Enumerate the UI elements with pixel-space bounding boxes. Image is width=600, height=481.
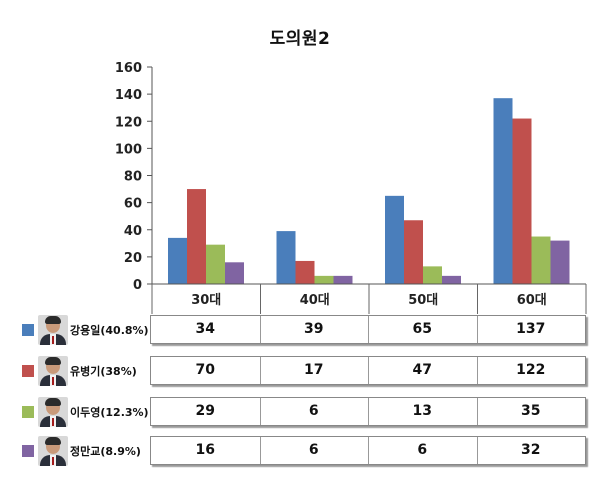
bar — [512, 118, 532, 284]
value-row: 29 6 13 35 — [150, 397, 586, 426]
cell-divider — [259, 316, 261, 343]
data-value: 13 — [412, 403, 432, 419]
cell-divider — [259, 437, 261, 464]
cell-divider — [368, 437, 369, 464]
bar — [333, 275, 353, 284]
y-tick-label: 160 — [115, 61, 142, 76]
bar — [168, 237, 187, 284]
data-value: 70 — [195, 362, 215, 378]
cell-divider — [476, 357, 478, 384]
bar — [187, 189, 206, 284]
data-value: 137 — [516, 321, 546, 337]
candidate-photo — [38, 356, 68, 386]
bar — [442, 275, 461, 284]
x-tick-label: 40대 — [300, 293, 330, 308]
cell-divider — [368, 316, 369, 343]
table-row: 이두영(12.3%) 29 6 13 35 — [0, 397, 600, 427]
y-axis: 0 20 40 60 80 100 120 140 160 — [115, 61, 153, 293]
data-value: 32 — [521, 442, 541, 458]
bar — [276, 231, 296, 284]
bar-chart: 0 20 40 60 80 100 120 140 160 30대 40대 50대 60대 — [115, 61, 587, 314]
candidate-photo — [38, 436, 68, 466]
data-value: 29 — [195, 403, 215, 419]
series-name: 이두영(12.3%) — [70, 406, 149, 419]
data-value: 122 — [516, 362, 546, 378]
data-value: 65 — [412, 321, 432, 337]
bar — [404, 220, 423, 284]
data-value: 6 — [308, 403, 319, 419]
cell-divider — [476, 437, 478, 464]
value-row: 70 17 47 122 — [150, 356, 586, 385]
data-value: 39 — [304, 321, 324, 337]
bar — [550, 240, 570, 284]
data-value: 6 — [417, 442, 428, 458]
x-tick-label: 60대 — [517, 293, 547, 308]
y-tick-label: 40 — [124, 224, 142, 239]
bars — [168, 98, 570, 284]
series-name: 정만교(8.9%) — [70, 445, 141, 458]
table-row: 정만교(8.9%) 16 6 6 32 — [0, 436, 600, 466]
cell-divider — [476, 398, 478, 425]
candidate-photo — [38, 397, 68, 427]
bar — [314, 275, 334, 284]
legend-swatch — [22, 324, 34, 336]
chart-title: 도의원2 — [269, 29, 331, 49]
data-value: 34 — [195, 321, 215, 337]
legend-swatch — [22, 406, 34, 418]
bar — [531, 236, 551, 284]
bar — [423, 266, 442, 284]
bar — [493, 98, 513, 284]
bar — [225, 262, 244, 284]
cell-divider — [368, 357, 369, 384]
y-tick-label: 80 — [124, 170, 142, 185]
bar — [295, 260, 315, 284]
legend-swatch — [22, 365, 34, 377]
data-value: 16 — [195, 442, 215, 458]
bar — [385, 195, 404, 284]
cell-divider — [259, 398, 261, 425]
data-value: 47 — [412, 362, 432, 378]
table-row: 유병기(38%) 70 17 47 122 — [0, 356, 600, 386]
x-tick-label: 30대 — [191, 293, 221, 308]
y-tick-label: 20 — [124, 251, 142, 266]
y-tick-label: 60 — [124, 197, 142, 212]
y-tick-label: 100 — [115, 142, 142, 157]
y-tick-label: 0 — [133, 278, 142, 293]
series-name: 유병기(38%) — [70, 365, 137, 378]
data-value: 35 — [521, 403, 541, 419]
x-axis: 30대 40대 50대 60대 — [151, 283, 587, 314]
cell-divider — [476, 316, 478, 343]
y-tick-label: 120 — [115, 115, 142, 130]
y-tick-label: 140 — [115, 88, 142, 103]
data-value: 17 — [304, 362, 324, 378]
data-value: 6 — [308, 442, 319, 458]
value-row: 16 6 6 32 — [150, 436, 586, 465]
bar — [206, 244, 225, 284]
x-tick-label: 50대 — [408, 293, 438, 308]
legend-swatch — [22, 445, 34, 457]
cell-divider — [368, 398, 369, 425]
cell-divider — [259, 357, 261, 384]
series-name: 강용일(40.8%) — [70, 324, 149, 337]
